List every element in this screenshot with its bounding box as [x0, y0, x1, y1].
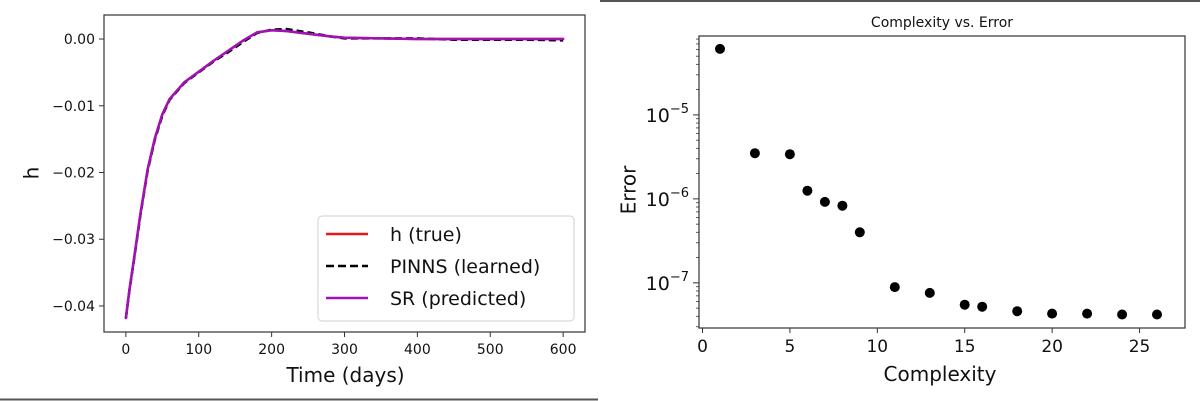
series-line-2: [124, 29, 565, 320]
y-axis-ticks: 0.00 −0.01 −0.02 −0.03 −0.04: [52, 32, 104, 315]
scatter-point: [837, 200, 848, 211]
x-tick-label: 10: [866, 337, 888, 357]
scatter-point: [784, 149, 795, 160]
legend-box: [317, 215, 575, 322]
scatter-point: [977, 301, 988, 312]
x-axis-label: Time (days): [285, 363, 404, 387]
x-axis-ticks: 0 5 10 15 20 25: [697, 328, 1150, 357]
x-tick-label: 600: [550, 342, 577, 358]
chart-title: Complexity vs. Error: [871, 15, 1013, 31]
scatter-point: [1082, 308, 1093, 319]
scatter-point: [802, 185, 813, 196]
y-axis-label: h: [20, 167, 44, 180]
x-tick-label: 25: [1129, 337, 1151, 357]
y-tick-label: −0.04: [52, 299, 95, 315]
y-tick-label: −0.03: [52, 232, 95, 248]
x-tick-label: 100: [185, 342, 212, 358]
scatter-point: [819, 196, 830, 207]
x-tick-label: 5: [784, 337, 795, 357]
complexity-error-scatter-chart: Complexity vs. Error 0 5 10 15 20 25 10−5 10−6…: [617, 15, 1186, 386]
legend: h (true) PINNS (learned) SR (predicted): [317, 215, 575, 322]
x-tick-label: 200: [258, 342, 285, 358]
scatter-point: [1152, 309, 1162, 320]
x-tick-label: 300: [331, 342, 358, 358]
scatter-point: [749, 148, 760, 159]
scatter-point: [854, 227, 865, 238]
x-tick-label: 400: [404, 342, 431, 358]
scatter-point: [959, 299, 970, 310]
y-tick-label: 10−5: [646, 102, 689, 127]
x-tick-label: 500: [477, 342, 504, 358]
x-tick-label: 20: [1041, 337, 1063, 357]
y-axis-ticks: 10−5 10−6 10−7: [646, 38, 699, 328]
legend-label: PINNS (learned): [390, 256, 540, 278]
plot-frame: [698, 35, 1186, 329]
y-tick-label: 0.00: [64, 32, 95, 48]
y-tick-label: −0.01: [52, 99, 95, 115]
line-series-group: [124, 27, 565, 320]
scatter-point: [1012, 306, 1023, 317]
legend-label: h (true): [390, 224, 462, 246]
scatter-point: [1047, 308, 1058, 319]
x-tick-label: 15: [954, 337, 976, 357]
x-tick-label: 0: [697, 337, 708, 357]
x-axis-ticks: 0 100 200 300 400 500 600: [121, 332, 577, 358]
scatter-point: [1117, 309, 1128, 320]
h-time-line-chart: 0 100 200 300 400 500 600 0.00 −0.01 −0.02 −0.03 −…: [20, 14, 586, 387]
y-axis-label: Error: [617, 165, 641, 215]
scatter-point: [715, 43, 725, 54]
y-tick-label: 10−7: [646, 270, 689, 295]
y-tick-label: −0.02: [52, 165, 95, 181]
x-axis-label: Complexity: [884, 362, 997, 386]
x-tick-label: 0: [121, 342, 130, 358]
scatter-point: [924, 287, 935, 298]
scatter-points-group: [715, 43, 1162, 320]
scatter-point: [889, 282, 900, 293]
y-tick-label: 10−6: [646, 186, 689, 211]
legend-label: SR (predicted): [390, 288, 526, 310]
